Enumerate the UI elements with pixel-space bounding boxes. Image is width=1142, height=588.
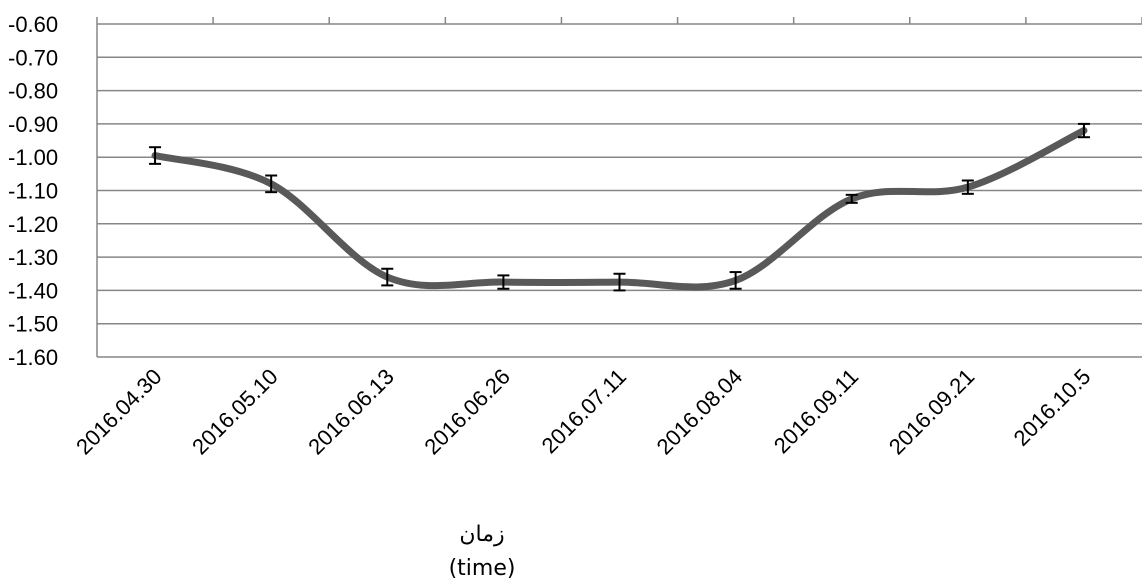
x-tick-label: 2016.05.10 [187,364,283,460]
x-tick-label: 2016.07.11 [537,364,631,458]
y-tick-label: -1.00 [8,145,58,170]
y-tick-label: -1.20 [8,212,58,237]
x-tick-label: 2016.10.5 [1009,364,1096,451]
y-tick-label: -0.60 [8,12,58,37]
y-tick-label: -1.30 [8,245,58,270]
x-axis-label-english: (time) [448,556,516,581]
x-tick-label: 2016.06.26 [419,364,515,460]
y-tick-label: -1.50 [8,312,58,337]
x-tick-label: 2016.09.11 [769,364,863,458]
x-axis-label-persian: زمان [459,522,505,547]
y-tick-label: -1.10 [8,179,58,204]
y-tick-label: -1.40 [8,278,58,303]
x-tick-label: 2016.08.04 [652,364,748,460]
y-tick-label: -0.80 [8,79,58,104]
y-tick-label: -0.70 [8,45,58,70]
y-tick-label: -0.90 [8,112,58,137]
x-tick-label: 2016.09.21 [884,364,980,460]
x-tick-label: 2016.04.30 [71,364,167,460]
x-tick-label: 2016.06.13 [303,364,399,460]
y-tick-label: -1.60 [8,345,58,370]
series-line [151,127,1088,291]
